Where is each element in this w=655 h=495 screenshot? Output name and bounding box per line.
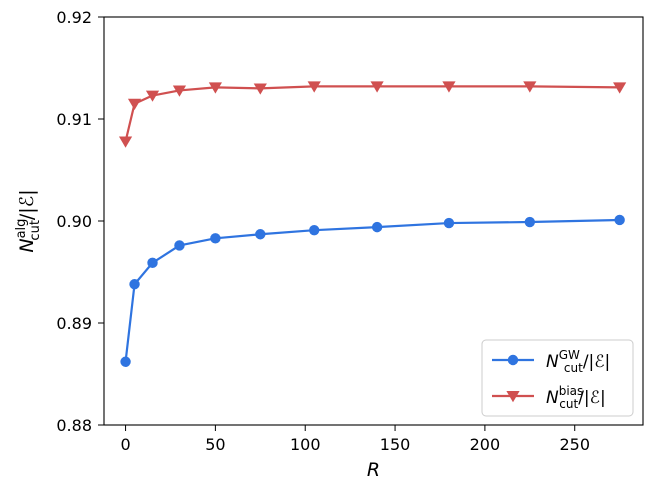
data-point [523,81,537,93]
data-point [120,356,131,367]
data-point [524,216,536,228]
y-axis-title: Nalgcut/|ℰ| [14,189,43,252]
data-point [127,98,142,110]
data-point [208,82,222,94]
data-point [253,83,267,95]
data-point [443,217,455,229]
data-point [129,279,140,290]
legend-entry-1: Nbias cut/|ℰ| [492,384,606,411]
x-axis-title: R [367,459,380,481]
y-tick-label: 0.90 [56,212,92,231]
data-point [370,81,384,93]
plot-area [118,81,627,367]
series-line [124,85,620,142]
series-1 [118,81,627,148]
data-point [614,214,625,226]
x-tick-label: 50 [205,435,225,454]
data-point [145,90,160,102]
legend-label: NGW cut/|ℰ| [546,348,610,375]
legend-label: Nbias cut/|ℰ| [546,384,606,411]
x-tick-label: 150 [380,435,411,454]
x-tick-label: 200 [470,435,501,454]
data-point [210,233,221,244]
x-tick-label: 0 [120,435,130,454]
data-point [118,136,133,148]
x-tick-label: 250 [559,435,590,454]
data-point [255,229,266,240]
data-point [147,257,158,269]
legend: NGW cut/|ℰ| Nbias cut/|ℰ| [481,339,634,417]
y-tick-label: 0.91 [56,110,92,129]
y-tick-label: 0.92 [56,8,92,27]
legend-entry-0: NGW cut/|ℰ| [492,348,610,375]
x-tick-label: 100 [290,435,321,454]
axes: 0 50 100 150 200 250 0.88 0.89 0.90 0.91 0.92 R Nalg… [14,8,644,481]
data-point [174,240,185,251]
data-point [442,81,456,93]
y-tick-label: 0.88 [56,416,92,435]
data-point [613,82,627,94]
data-point [371,221,383,233]
legend-marker [506,391,520,403]
legend-marker [507,354,519,366]
y-tick-label: 0.89 [56,314,92,333]
data-point [307,81,321,93]
data-point [309,224,320,236]
data-point [172,85,187,97]
series-0 [120,214,625,367]
